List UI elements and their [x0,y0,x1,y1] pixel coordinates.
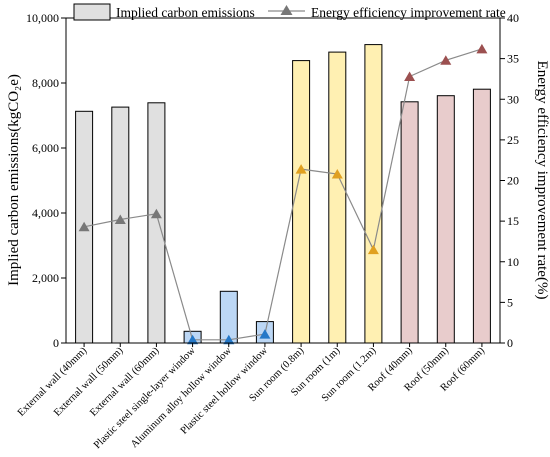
line-point-3 [150,208,162,219]
right-axis-title: Energy efficiency improvement rate(%) [534,61,550,300]
bar-2 [111,106,130,344]
category-axis: External wall (40mm)External wall (50mm)… [16,343,487,451]
right-tick-label: 0 [507,336,513,350]
left-axis: 0 2,000 4,000 6,000 8,000 10,000 [26,11,66,350]
efficiency-line [83,48,483,341]
line-point-10 [404,71,416,81]
category-label: External wall (40mm) [16,345,90,419]
bar-7 [292,60,311,344]
left-tick-label: 10,000 [26,11,59,25]
left-axis-title: Implied carbon emissions(kgCO₂e) [6,74,22,286]
bar-series [75,44,491,344]
left-tick-label: 0 [53,336,59,350]
right-tick-label: 35 [507,52,519,66]
bar-9 [364,44,383,344]
right-tick-label: 5 [507,295,513,309]
bar-10 [400,101,419,344]
right-tick-label: 20 [507,174,519,188]
line-point-11 [440,55,452,65]
right-tick-label: 15 [507,214,519,228]
right-tick-label: 30 [507,92,519,106]
line-point-1 [78,221,90,232]
legend: Implied carbon emissions Energy efficien… [73,3,506,21]
bar-3 [147,102,166,344]
line-point-6 [259,329,271,339]
line-point-8 [331,169,343,179]
line-point-9 [367,244,379,255]
line-point-7 [295,164,307,174]
line-point-2 [114,214,126,224]
legend-bar-swatch [73,3,111,21]
legend-bar-label: Implied carbon emissions [116,5,255,20]
left-tick-label: 8,000 [32,76,59,90]
category-label: External wall (50mm) [52,345,126,419]
legend-line-label: Energy efficiency improvement rate [311,5,506,20]
line-point-5 [223,334,235,345]
right-tick-label: 10 [507,255,519,269]
left-tick-label: 2,000 [32,271,59,285]
plot-frame [65,17,501,344]
bar-11 [436,95,455,344]
line-point-4 [187,334,199,345]
category-label: External wall (60mm) [88,345,162,419]
right-axis: 0 5 10 15 20 25 30 35 40 [500,11,519,350]
left-tick-label: 6,000 [32,141,59,155]
right-tick-label: 40 [507,11,519,25]
left-tick-label: 4,000 [32,206,59,220]
bar-12 [472,88,491,344]
legend-triangle-marker [280,5,293,15]
line-series [78,43,488,345]
line-point-12 [476,43,488,54]
right-tick-label: 25 [507,133,519,147]
bar-8 [328,51,347,344]
